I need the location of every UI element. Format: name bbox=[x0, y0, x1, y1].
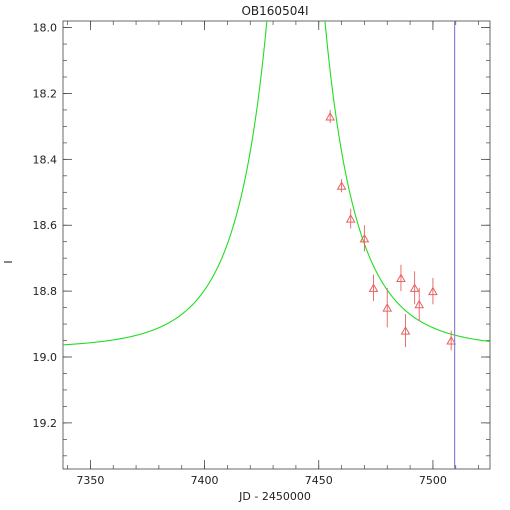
y-tick-label: 18.8 bbox=[33, 285, 58, 298]
x-axis-label: JD - 2450000 bbox=[238, 490, 311, 503]
data-point-triangle bbox=[382, 303, 393, 312]
plot-frame bbox=[62, 20, 491, 470]
data-point-triangle bbox=[396, 273, 406, 282]
x-tick-label: 7450 bbox=[305, 474, 333, 487]
data-point-triangle bbox=[325, 112, 336, 121]
y-tick-label: 19.0 bbox=[33, 351, 58, 364]
data-point-triangle bbox=[336, 181, 347, 190]
y-tick-label: 18.0 bbox=[33, 22, 58, 35]
y-tick-label: 18.4 bbox=[33, 153, 58, 166]
x-tick-label: 7350 bbox=[76, 474, 104, 487]
data-point-triangle bbox=[368, 283, 379, 292]
x-tick-label: 7500 bbox=[419, 474, 447, 487]
model-curve-layer bbox=[63, 21, 490, 346]
y-tick-label: 18.6 bbox=[33, 219, 58, 232]
data-point-triangle bbox=[428, 286, 438, 296]
data-point-triangle bbox=[414, 299, 425, 309]
y-tick-label: 18.2 bbox=[33, 87, 58, 100]
model-curve bbox=[63, 21, 490, 346]
data-points-layer bbox=[325, 109, 457, 351]
y-tick-label: 19.2 bbox=[33, 417, 58, 430]
axes-group: 7350 7400 7450 7500 18.0 18.2 18.4 18.6 18.8 19.0… bbox=[33, 20, 491, 487]
data-point-triangle bbox=[446, 336, 457, 345]
data-point-triangle bbox=[400, 326, 411, 335]
data-point-triangle bbox=[409, 283, 420, 292]
chart-title: OB160504I bbox=[241, 4, 308, 18]
y-axis-label: I bbox=[2, 260, 15, 263]
data-point-triangle bbox=[345, 214, 356, 223]
data-point-triangle bbox=[359, 233, 370, 243]
x-tick-label: 7400 bbox=[191, 474, 219, 487]
